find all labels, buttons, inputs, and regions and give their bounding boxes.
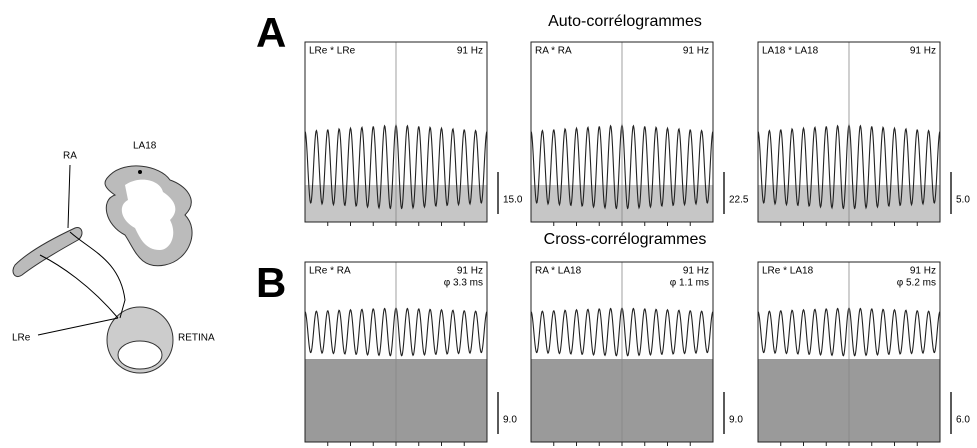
scale-label: 9.0 xyxy=(503,415,517,426)
phase-label: φ 1.1 ms xyxy=(670,278,709,289)
pair-label: LRe * LRe xyxy=(309,46,356,57)
panel-letter: B xyxy=(256,259,286,306)
scale-label: 5.0 xyxy=(956,195,970,206)
pair-label: LRe * RA xyxy=(309,266,351,277)
freq-label: 91 Hz xyxy=(910,46,936,57)
pair-label: RA * RA xyxy=(535,46,572,57)
panel-letter: A xyxy=(256,9,286,56)
scale-label: 6.0 xyxy=(956,415,970,426)
label-line xyxy=(37,317,119,336)
freq-label: 91 Hz xyxy=(683,266,709,277)
projection xyxy=(69,231,126,319)
scale-label: 22.5 xyxy=(729,195,749,206)
freq-label: 91 Hz xyxy=(910,266,936,277)
panel-heading: Cross-corrélogrammes xyxy=(544,231,707,248)
ra-area xyxy=(12,226,83,278)
phase-label: φ 5.2 ms xyxy=(897,278,936,289)
brain-diagram: RA LA18 LRe RETINA xyxy=(12,141,215,374)
pair-label: LA18 * LA18 xyxy=(762,46,819,57)
pair-label: LRe * LA18 xyxy=(762,266,814,277)
panel-heading: Auto-corrélogrammes xyxy=(548,13,702,30)
freq-label: 91 Hz xyxy=(457,46,483,57)
projection xyxy=(39,254,119,319)
scale-label: 15.0 xyxy=(503,195,523,206)
retina-inner xyxy=(117,340,163,370)
label-line xyxy=(67,164,71,229)
label: LRe xyxy=(12,333,31,344)
label: RETINA xyxy=(178,333,215,344)
label: RA xyxy=(63,151,77,162)
la18-inner xyxy=(121,179,176,250)
freq-label: 91 Hz xyxy=(457,266,483,277)
freq-label: 91 Hz xyxy=(683,46,709,57)
label: LA18 xyxy=(133,141,157,152)
scale-label: 9.0 xyxy=(729,415,743,426)
phase-label: φ 3.3 ms xyxy=(444,278,483,289)
dot xyxy=(138,170,142,174)
pair-label: RA * LA18 xyxy=(535,266,582,277)
